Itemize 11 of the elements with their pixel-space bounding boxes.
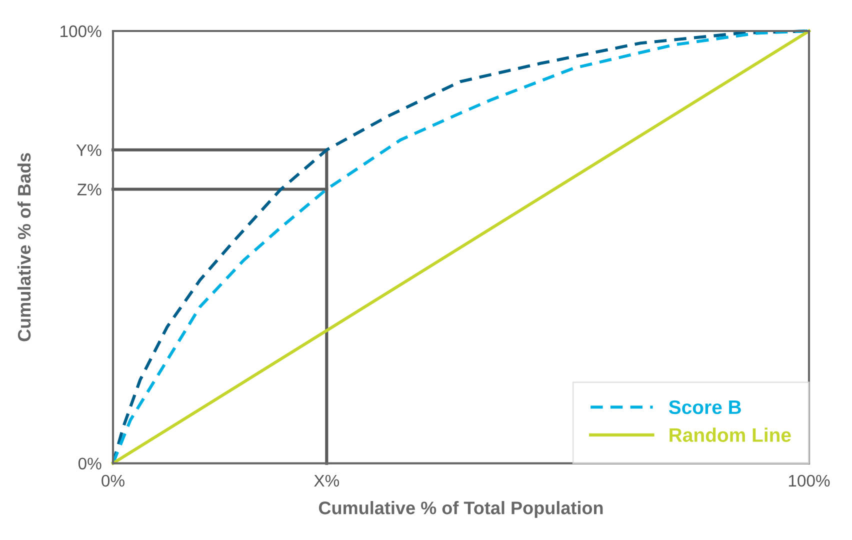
x-tick-label: X% bbox=[314, 474, 340, 487]
legend-label: Random Line bbox=[670, 428, 791, 442]
x-axis-title: Cumulative % of Total Population bbox=[318, 501, 603, 518]
y-axis-title: Cumulative % of Bads bbox=[17, 153, 31, 342]
x-tick-label: 0% bbox=[102, 474, 124, 487]
x-tick-label: 100% bbox=[788, 474, 830, 487]
y-tick-label: 100% bbox=[60, 25, 102, 38]
y-tick-label: Y% bbox=[76, 144, 102, 156]
legend-label: Score B bbox=[668, 400, 741, 414]
y-tick-label: 0% bbox=[78, 458, 102, 470]
y-tick-label: Z% bbox=[77, 184, 102, 196]
